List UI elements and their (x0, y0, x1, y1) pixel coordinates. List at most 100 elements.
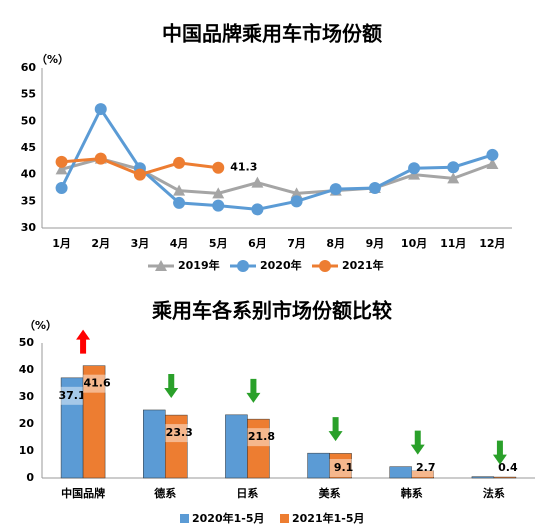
trend-arrow (164, 373, 179, 398)
bar (165, 414, 188, 479)
chart-title: 乘用车各系别市场份额比较 (151, 299, 392, 323)
y-tick-label: 50 (21, 114, 37, 127)
legend-marker (319, 260, 331, 272)
chart-title: 中国品牌乘用车市场份额 (162, 22, 382, 46)
data-label: 9.1 (334, 461, 354, 474)
x-tick-label: 7月 (287, 237, 306, 250)
marker (173, 196, 186, 209)
data-label: 23.3 (166, 426, 193, 439)
legend-label: 2019年 (178, 258, 220, 272)
data-label: 41.3 (230, 161, 257, 174)
bar (247, 418, 270, 479)
marker (329, 183, 342, 196)
marker (290, 187, 303, 199)
bar (389, 466, 412, 479)
x-tick-label: 美系 (319, 486, 341, 500)
y-tick-label: 40 (21, 168, 37, 181)
x-tick-label: 日系 (236, 486, 258, 500)
bar (225, 414, 248, 479)
trend-arrow (492, 440, 507, 465)
trend-arrow (246, 378, 261, 403)
y-tick-label: 60 (21, 61, 37, 74)
label-bg (165, 424, 194, 443)
x-tick-label: 5月 (209, 237, 228, 250)
label-bg (329, 459, 358, 477)
label-bg (83, 374, 112, 393)
x-tick-label: 10月 (401, 237, 427, 250)
data-label: 41.6 (84, 377, 111, 390)
marker (94, 103, 107, 116)
label-bg (493, 459, 522, 477)
label-bg (58, 386, 87, 405)
x-tick-label: 2月 (91, 237, 110, 250)
marker (447, 161, 460, 174)
x-tick-label: 6月 (248, 237, 267, 250)
x-tick-label: 德系 (153, 486, 176, 500)
y-axis-label: （%） (24, 319, 57, 332)
y-tick-label: 10 (19, 444, 35, 457)
y-tick-label: 55 (21, 88, 36, 101)
marker (408, 162, 421, 175)
y-tick-label: 30 (19, 390, 35, 403)
legend-label: 2021年 (342, 258, 384, 272)
y-tick-label: 50 (19, 336, 35, 349)
marker (486, 158, 499, 169)
y-tick-label: 0 (26, 471, 34, 484)
marker (486, 148, 499, 161)
x-tick-label: 1月 (52, 237, 71, 250)
x-tick-label: 8月 (326, 237, 345, 250)
trend-arrow (328, 417, 343, 442)
marker (55, 155, 68, 168)
legend-swatch (280, 514, 289, 523)
bar (307, 452, 330, 479)
legend-swatch (180, 514, 189, 523)
legend-label: 2021年1-5月 (292, 511, 365, 525)
y-tick-label: 40 (19, 363, 35, 376)
bar (82, 365, 106, 479)
x-tick-label: 法系 (483, 486, 505, 500)
line (61, 157, 493, 195)
line (60, 106, 493, 211)
legend-marker (155, 260, 167, 271)
marker (94, 152, 107, 165)
x-tick-label: 4月 (170, 237, 189, 250)
marker (251, 203, 264, 216)
marker (173, 184, 186, 196)
y-axis-label: （%） (36, 53, 69, 66)
marker (447, 172, 460, 184)
marker (212, 199, 225, 212)
bar (471, 476, 495, 479)
trend-arrow (410, 430, 425, 455)
x-tick-label: 中国品牌 (61, 486, 105, 500)
bar (411, 470, 434, 479)
x-tick-label: 9月 (366, 237, 385, 250)
label-bg (247, 428, 276, 447)
y-tick-label: 20 (19, 417, 35, 430)
data-label: 2.7 (416, 461, 436, 474)
data-label: 37.1 (59, 389, 86, 402)
marker (290, 195, 303, 208)
y-tick-label: 35 (21, 194, 36, 207)
marker (212, 161, 225, 174)
bar (143, 409, 166, 479)
label-bg (411, 459, 440, 477)
data-label: 0.4 (498, 461, 518, 474)
legend-label: 2020年1-5月 (192, 511, 265, 525)
trend-arrow (76, 329, 91, 354)
x-tick-label: 11月 (440, 237, 466, 250)
marker (368, 182, 381, 194)
x-tick-label: 3月 (131, 237, 150, 250)
marker (251, 176, 264, 188)
x-tick-label: 韩系 (401, 486, 423, 500)
data-label: 21.8 (248, 430, 275, 443)
bar (329, 453, 352, 479)
marker (133, 168, 146, 181)
marker (212, 187, 225, 199)
y-tick-label: 30 (21, 221, 37, 234)
legend-label: 2020年 (260, 258, 302, 272)
x-tick-label: 12月 (479, 237, 505, 250)
marker (55, 182, 68, 194)
marker (55, 163, 68, 175)
marker (173, 156, 186, 169)
